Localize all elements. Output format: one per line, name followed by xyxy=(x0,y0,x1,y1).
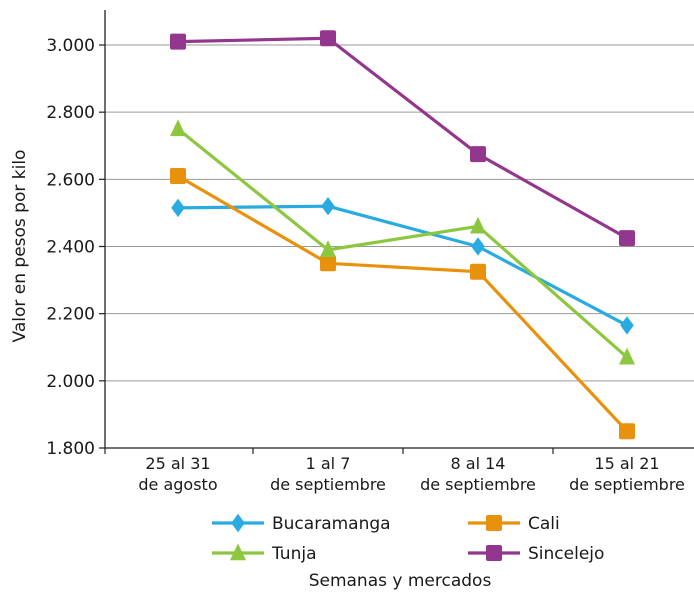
y-tick-label: 2.000 xyxy=(46,372,95,392)
x-tick-label: 15 al 21 xyxy=(594,454,659,473)
legend-label: Bucaramanga xyxy=(272,514,391,534)
data-point xyxy=(171,198,185,218)
series-tunja xyxy=(170,119,635,365)
y-tick-label: 2.200 xyxy=(46,305,95,325)
x-tick-label: 25 al 31 xyxy=(145,454,210,473)
x-tick-label: de septiembre xyxy=(420,475,536,494)
legend-marker xyxy=(230,543,246,561)
data-point xyxy=(320,240,336,258)
x-axis-ticks: 25 al 31 de agosto 1 al 7 de septiembre 8 al… xyxy=(104,448,685,494)
y-axis-label: Valor en pesos por kilo xyxy=(10,150,30,343)
data-point xyxy=(321,197,335,216)
legend-marker xyxy=(231,513,245,533)
x-axis-label: Semanas y mercados xyxy=(309,571,492,591)
legend-marker xyxy=(486,545,502,561)
series-cali xyxy=(170,167,635,440)
y-tick-label: 2.600 xyxy=(46,170,95,190)
x-tick-label: de septiembre xyxy=(270,475,386,494)
x-tick-label: 8 al 14 xyxy=(451,454,506,473)
series-line xyxy=(177,204,628,327)
data-point xyxy=(470,146,486,163)
data-point xyxy=(470,263,486,280)
legend-label: Cali xyxy=(528,514,560,534)
data-point xyxy=(619,347,635,365)
series-sincelejo xyxy=(170,30,635,247)
y-tick-label: 2.800 xyxy=(46,103,95,123)
x-tick-label: 1 al 7 xyxy=(306,454,351,473)
data-point xyxy=(170,119,186,137)
series-line xyxy=(177,36,628,240)
axes xyxy=(104,10,694,449)
data-point xyxy=(619,230,635,247)
series-line xyxy=(176,127,629,359)
y-axis-ticks: 1.800 2.000 2.200 2.400 2.600 2.800 3.000 xyxy=(46,36,105,459)
legend-item-bucaramanga: Bucaramanga xyxy=(212,513,391,534)
legend-item-sincelejo: Sincelejo xyxy=(468,544,604,564)
legend: Bucaramanga Cali Tunja Sincelejo xyxy=(212,513,604,564)
data-point xyxy=(170,167,186,184)
data-point xyxy=(470,216,486,234)
data-point xyxy=(619,423,635,440)
data-point xyxy=(320,30,336,47)
series-bucaramanga xyxy=(171,197,634,335)
series-group xyxy=(170,30,635,440)
data-point xyxy=(620,316,634,335)
data-point xyxy=(471,237,485,256)
legend-label: Tunja xyxy=(271,544,317,564)
x-tick-label: de agosto xyxy=(138,475,217,494)
series-line xyxy=(177,174,629,433)
gridlines xyxy=(105,44,694,382)
y-tick-label: 2.400 xyxy=(46,238,95,258)
legend-item-cali: Cali xyxy=(468,514,560,534)
x-tick-label: de septiembre xyxy=(569,475,685,494)
legend-item-tunja: Tunja xyxy=(212,543,317,564)
y-tick-label: 1.800 xyxy=(46,439,95,459)
data-point xyxy=(320,255,336,272)
y-tick-label: 3.000 xyxy=(46,36,95,56)
legend-marker xyxy=(486,515,502,531)
legend-label: Sincelejo xyxy=(528,544,604,564)
data-point xyxy=(170,33,186,50)
